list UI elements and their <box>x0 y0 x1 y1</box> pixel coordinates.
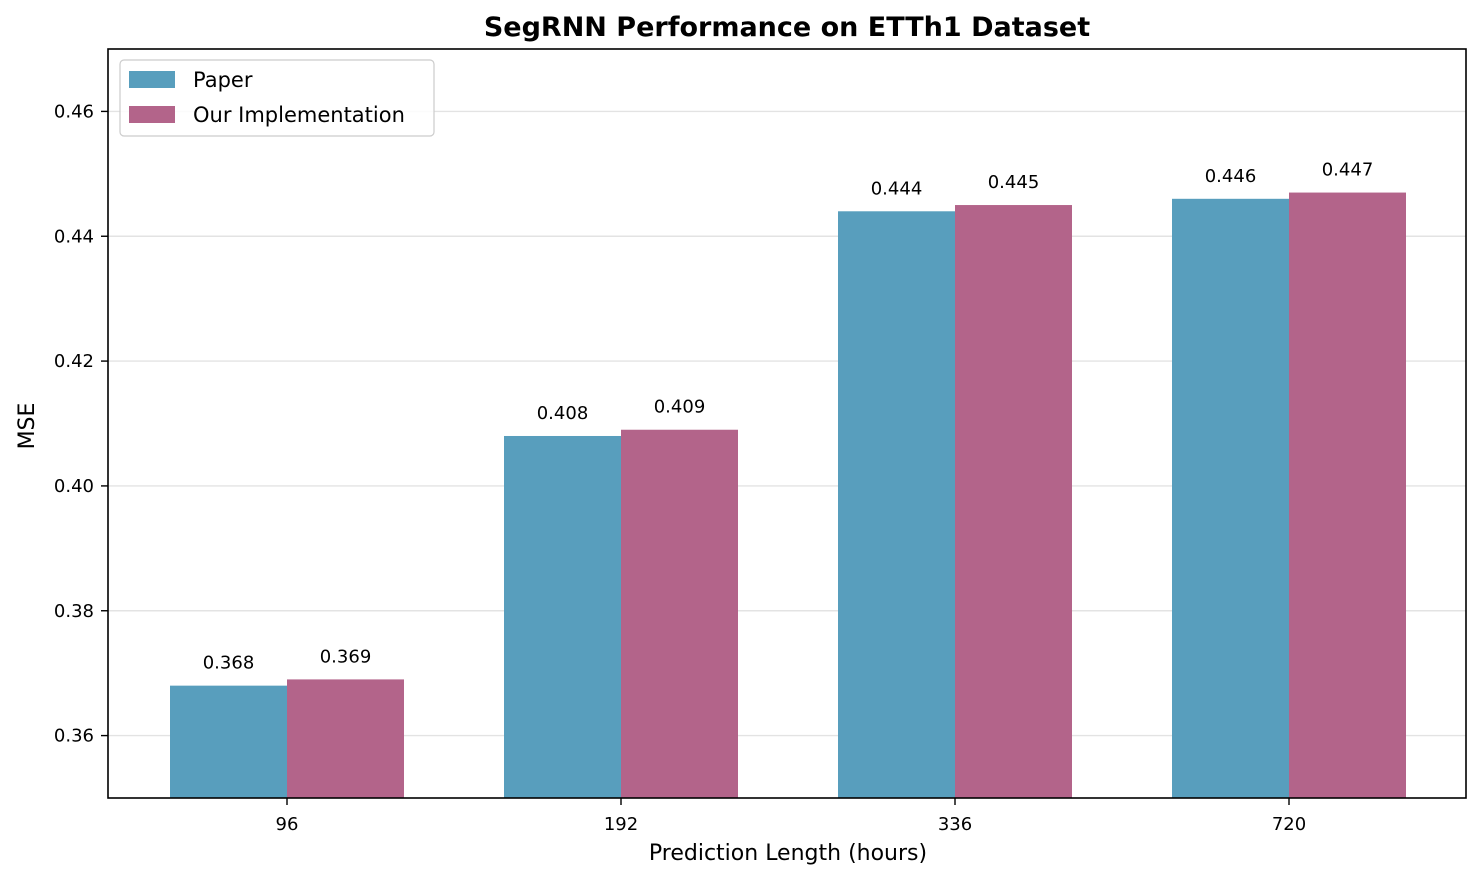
x-axis-label: Prediction Length (hours) <box>649 841 927 866</box>
x-tick-label: 720 <box>1272 814 1306 835</box>
y-tick-label: 0.42 <box>54 351 94 372</box>
legend-swatch-our-implementation <box>129 106 175 123</box>
bar <box>955 205 1072 798</box>
data-label: 0.446 <box>1205 166 1257 187</box>
data-label: 0.369 <box>320 646 372 667</box>
chart-title: SegRNN Performance on ETTh1 Dataset <box>484 12 1090 43</box>
bar <box>1289 192 1406 798</box>
x-tick-label: 192 <box>604 814 638 835</box>
data-label: 0.445 <box>988 172 1040 193</box>
legend: Paper Our Implementation <box>119 59 435 137</box>
bars <box>170 192 1406 799</box>
bar <box>287 679 404 798</box>
bar <box>1172 198 1289 799</box>
y-tick-label: 0.44 <box>54 226 94 247</box>
legend-swatch-paper <box>129 71 175 88</box>
bar <box>621 429 738 798</box>
plot-area-frame <box>107 48 1467 799</box>
legend-box <box>119 59 435 137</box>
y-tick-label: 0.46 <box>54 101 94 122</box>
data-labels: 0.368 0.369 0.408 0.409 0.444 0.445 0.446 0.447 <box>203 160 1374 674</box>
x-axis: 96 192 336 720 <box>276 798 1306 835</box>
bar <box>838 211 955 799</box>
x-tick-label: 96 <box>276 814 299 835</box>
data-label: 0.447 <box>1322 160 1374 181</box>
y-axis-label: MSE <box>15 403 40 450</box>
legend-label-our-implementation: Our Implementation <box>193 103 405 127</box>
data-label: 0.444 <box>871 178 923 199</box>
data-label: 0.408 <box>537 403 589 424</box>
y-axis: 0.36 0.38 0.40 0.42 0.44 0.46 <box>54 101 108 747</box>
y-tick-label: 0.40 <box>54 476 94 497</box>
x-tick-label: 336 <box>938 814 972 835</box>
y-tick-label: 0.38 <box>54 601 94 622</box>
bar <box>504 435 621 798</box>
data-label: 0.368 <box>203 653 255 674</box>
legend-label-paper: Paper <box>193 68 253 92</box>
bar <box>170 685 287 798</box>
y-tick-label: 0.36 <box>54 726 94 747</box>
data-label: 0.409 <box>654 397 706 418</box>
